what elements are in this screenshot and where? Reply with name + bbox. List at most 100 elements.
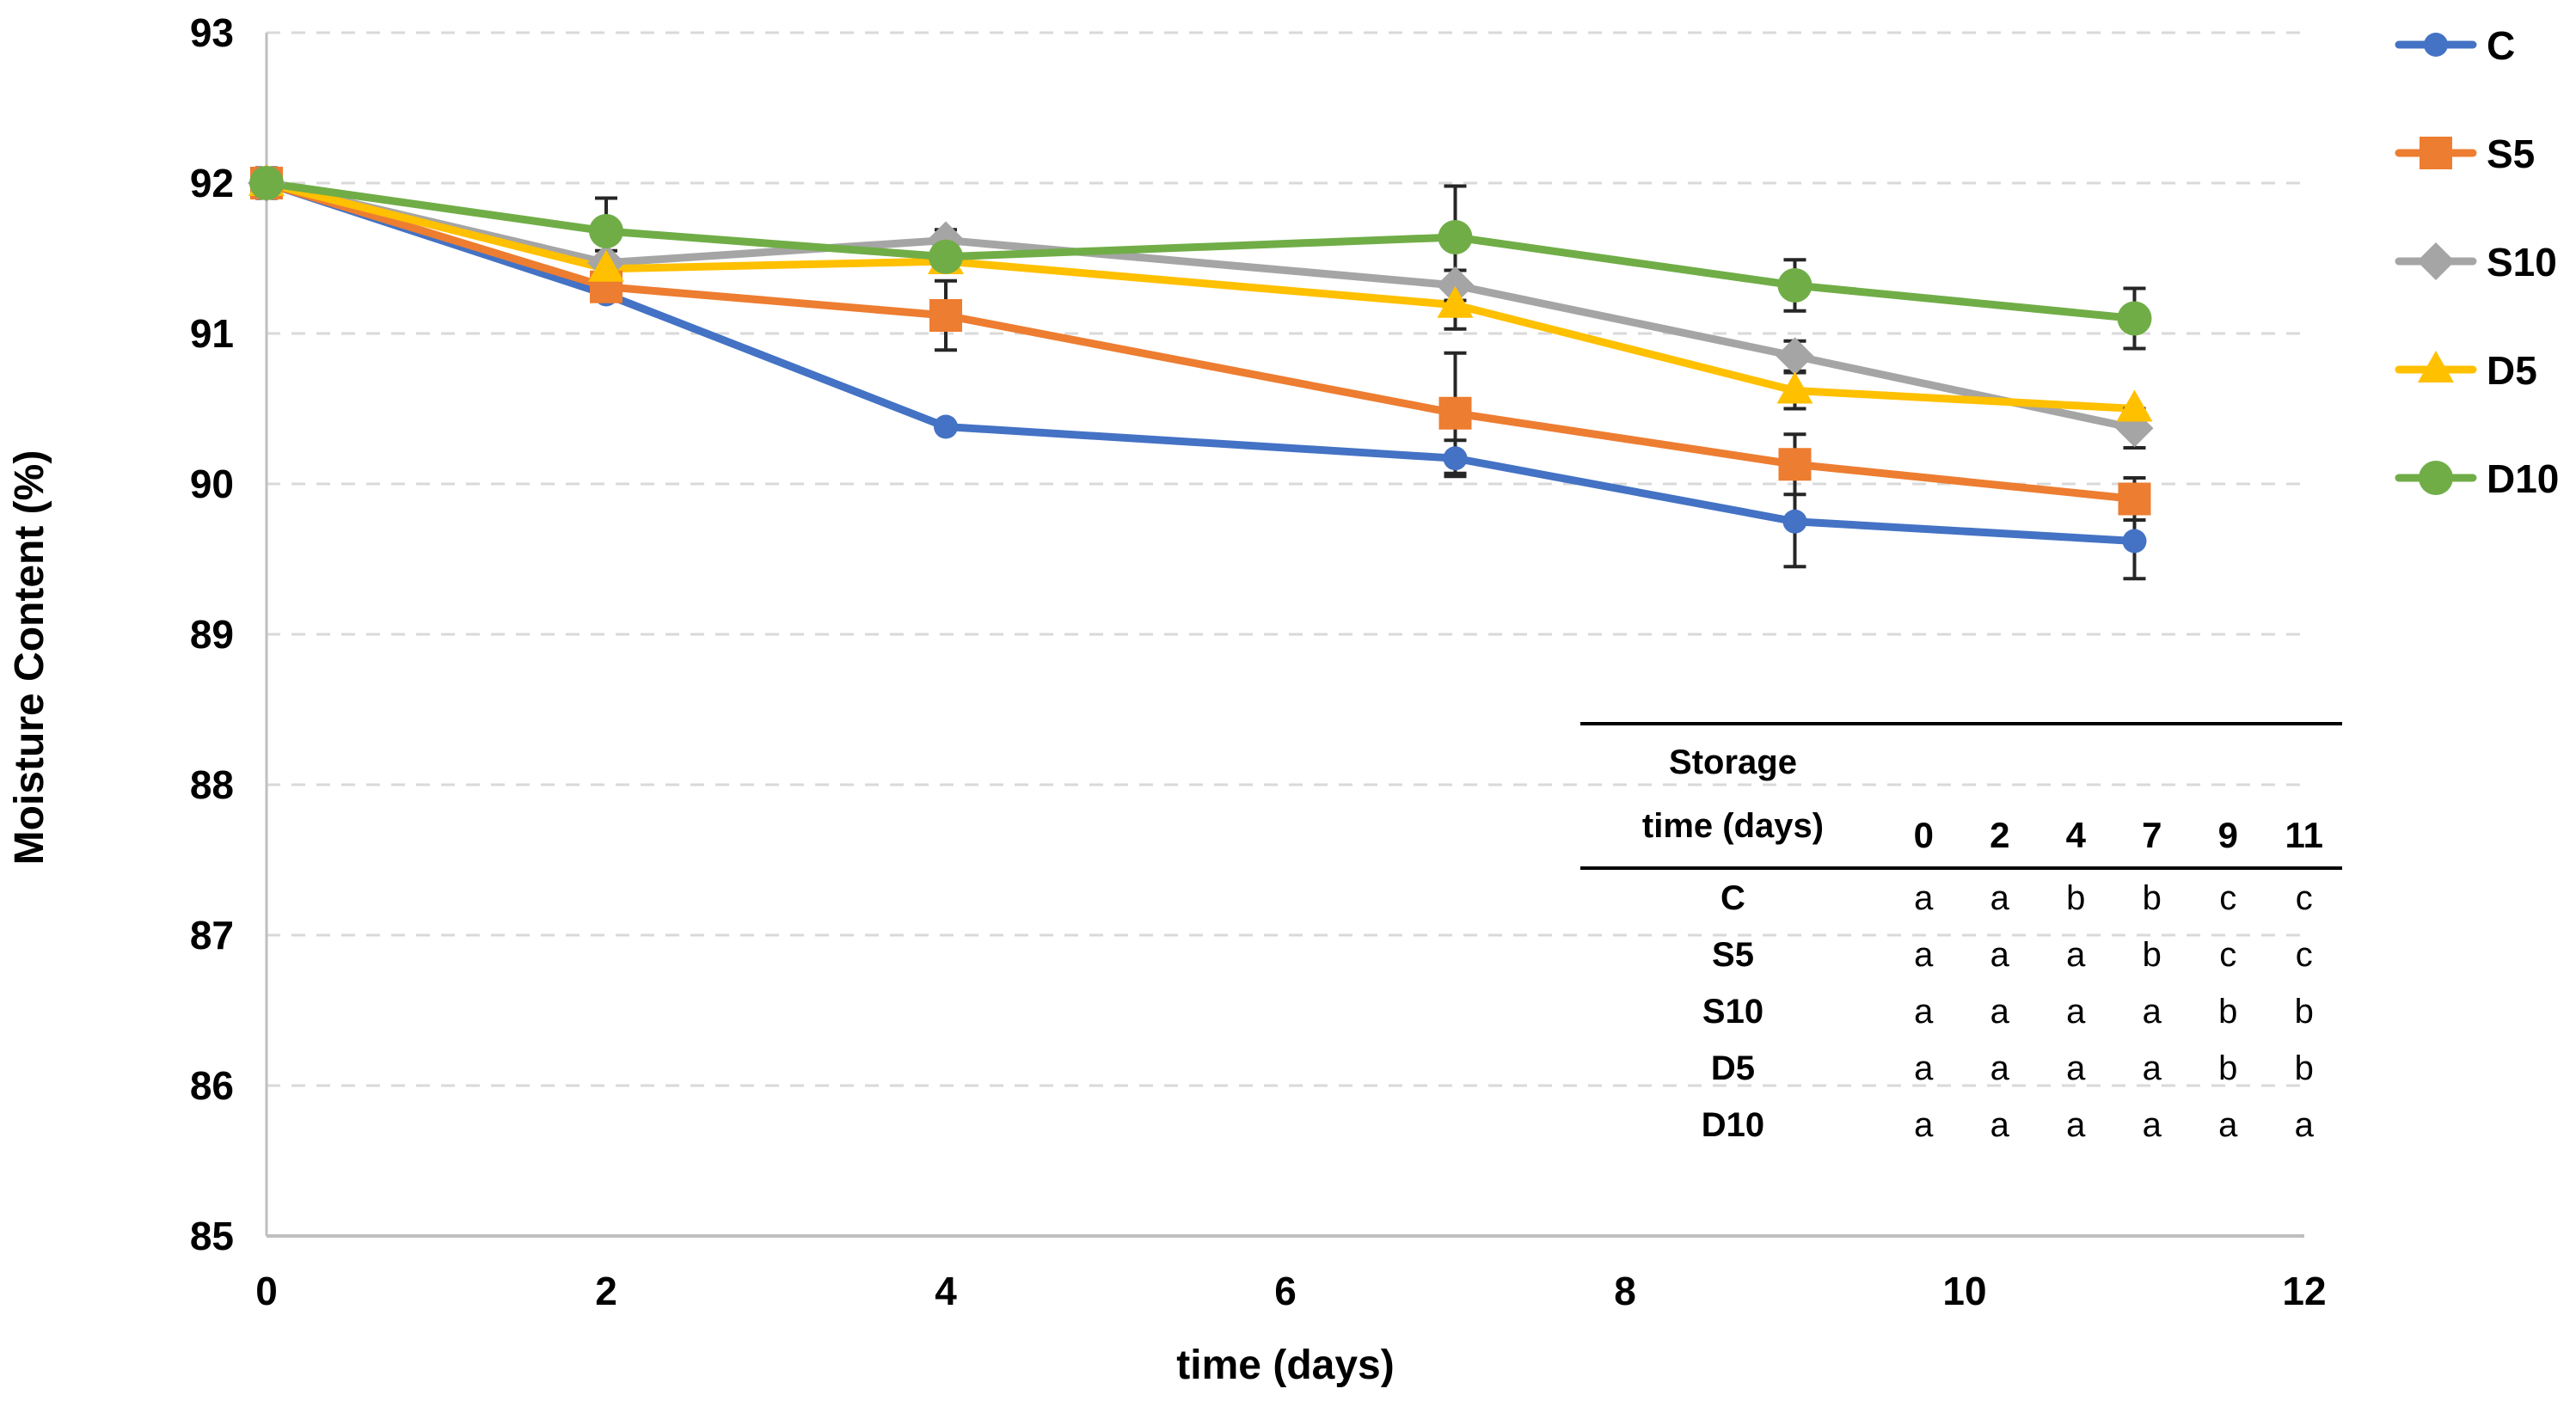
y-tick-label-85: 85 xyxy=(190,1214,234,1258)
legend-label-S10: S10 xyxy=(2487,240,2557,284)
table-cell-D5-0: a xyxy=(1914,1049,1934,1087)
y-axis-title: Moisture Content (%) xyxy=(7,450,52,866)
series-markers-layer xyxy=(248,164,2154,554)
series-line-D10 xyxy=(262,179,2138,322)
table-row-label-D10: D10 xyxy=(1701,1105,1765,1144)
table-cell-S10-9: b xyxy=(2218,992,2238,1031)
series-marker-C-4 xyxy=(934,414,958,439)
series-marker-S10-7 xyxy=(1436,266,1475,304)
series-marker-S5-4 xyxy=(929,299,962,332)
series-marker-C-7 xyxy=(1443,446,1468,471)
y-tick-label-90: 90 xyxy=(190,462,234,506)
table-cell-C-0: a xyxy=(1914,878,1934,917)
legend-label-C: C xyxy=(2487,23,2515,68)
series-line-C xyxy=(262,179,2138,545)
y-tick-label-87: 87 xyxy=(190,913,234,957)
series-marker-D10-0 xyxy=(249,166,284,200)
table-corner-line1: Storage xyxy=(1669,743,1797,781)
table-cell-S5-4: a xyxy=(2066,935,2086,974)
legend-item-C: C xyxy=(2395,23,2515,68)
series-line-D5 xyxy=(262,179,2138,413)
series-lines-layer xyxy=(262,179,2138,545)
table-cell-S10-2: a xyxy=(1990,992,2009,1031)
series-line-S5 xyxy=(262,179,2138,503)
table-cell-D5-7: a xyxy=(2142,1049,2162,1087)
series-marker-C-9 xyxy=(1782,509,1807,534)
series-marker-C-11 xyxy=(2122,529,2147,554)
table-cell-S10-0: a xyxy=(1914,992,1934,1031)
table-cell-D10-0: a xyxy=(1914,1105,1934,1144)
y-tick-label-93: 93 xyxy=(190,10,234,55)
x-tick-label-0: 0 xyxy=(255,1269,278,1313)
series-marker-S5-7 xyxy=(1438,396,1472,430)
table-cell-D5-9: b xyxy=(2218,1049,2238,1087)
table-row-D5: D5 a a a a b b xyxy=(1580,1040,2342,1097)
series-marker-S5-11 xyxy=(2118,482,2151,516)
table-row-label-S5: S5 xyxy=(1712,935,1754,974)
legend: C S5 S10 D5 D10 xyxy=(2395,23,2559,501)
table-cell-D5-2: a xyxy=(1990,1049,2009,1087)
table-corner-label: Storage time (days) xyxy=(1580,731,1886,858)
series-marker-D5-9 xyxy=(1776,371,1813,404)
table-cell-D5-4: a xyxy=(2066,1049,2086,1087)
table-row-label-C: C xyxy=(1720,878,1745,917)
table-cell-D10-4: a xyxy=(2066,1105,2086,1144)
y-tick-label-92: 92 xyxy=(190,161,234,205)
table-col-header-4: 4 xyxy=(2065,815,2086,855)
table-cell-S10-4: a xyxy=(2066,992,2086,1031)
x-tick-label-10: 10 xyxy=(1942,1269,1986,1313)
table-cell-D10-11: a xyxy=(2294,1105,2314,1144)
table-row-D10: D10 a a a a a a xyxy=(1580,1097,2342,1153)
axes-layer xyxy=(265,33,2304,1238)
x-axis-title: time (days) xyxy=(1176,1343,1394,1388)
table-cell-S5-9: c xyxy=(2219,935,2237,974)
table-cell-S10-7: a xyxy=(2142,992,2162,1031)
x-tick-label-12: 12 xyxy=(2282,1269,2326,1313)
legend-item-S5: S5 xyxy=(2395,132,2535,176)
series-marker-S5-9 xyxy=(1778,448,1812,481)
legend-marker-icon-D5 xyxy=(2418,351,2454,382)
series-marker-D10-7 xyxy=(1438,220,1473,254)
legend-item-D5: D5 xyxy=(2395,348,2537,393)
x-tick-label-6: 6 xyxy=(1274,1269,1297,1313)
y-tick-label-88: 88 xyxy=(190,762,234,807)
legend-marker-icon-S10 xyxy=(2417,242,2455,280)
table-cell-S10-11: b xyxy=(2294,992,2314,1031)
table-cell-D10-2: a xyxy=(1990,1105,2009,1144)
table-cell-D10-9: a xyxy=(2218,1105,2238,1144)
legend-marker-icon-D10 xyxy=(2419,461,2453,495)
table-col-header-2: 2 xyxy=(1990,815,2010,855)
series-marker-D5-2 xyxy=(588,249,624,282)
y-tick-label-86: 86 xyxy=(190,1063,234,1108)
series-marker-S10-9 xyxy=(1776,337,1814,376)
table-cell-S5-11: c xyxy=(2295,935,2313,974)
table-col-header-0: 0 xyxy=(1913,815,1934,855)
table-cell-C-9: c xyxy=(2219,878,2237,917)
table-col-header-11: 11 xyxy=(2285,815,2323,855)
table-col-header-9: 9 xyxy=(2217,815,2238,855)
table-row-label-D5: D5 xyxy=(1710,1049,1756,1087)
legend-marker-icon-C xyxy=(2424,33,2448,57)
table-cell-D10-7: a xyxy=(2142,1105,2162,1144)
table-row-label-S10: S10 xyxy=(1702,992,1764,1031)
y-tick-label-91: 91 xyxy=(190,311,234,356)
legend-item-S10: S10 xyxy=(2395,240,2557,284)
table-cell-S5-0: a xyxy=(1914,935,1934,974)
legend-label-D5: D5 xyxy=(2487,348,2537,393)
x-tick-label-8: 8 xyxy=(1614,1269,1636,1313)
table-row-S5: S5 a a a b c c xyxy=(1580,927,2342,983)
table-cell-D5-11: b xyxy=(2294,1049,2314,1087)
series-line-S10 xyxy=(262,179,2138,432)
series-marker-D10-2 xyxy=(589,214,623,248)
series-marker-D5-7 xyxy=(1437,285,1474,318)
y-tick-label-89: 89 xyxy=(190,612,234,657)
table-cell-C-7: b xyxy=(2142,878,2162,917)
table-cell-S5-7: b xyxy=(2142,935,2162,974)
series-marker-D10-11 xyxy=(2117,301,2152,336)
legend-label-S5: S5 xyxy=(2487,132,2535,176)
legend-label-D10: D10 xyxy=(2487,456,2559,501)
legend-item-D10: D10 xyxy=(2395,456,2559,501)
